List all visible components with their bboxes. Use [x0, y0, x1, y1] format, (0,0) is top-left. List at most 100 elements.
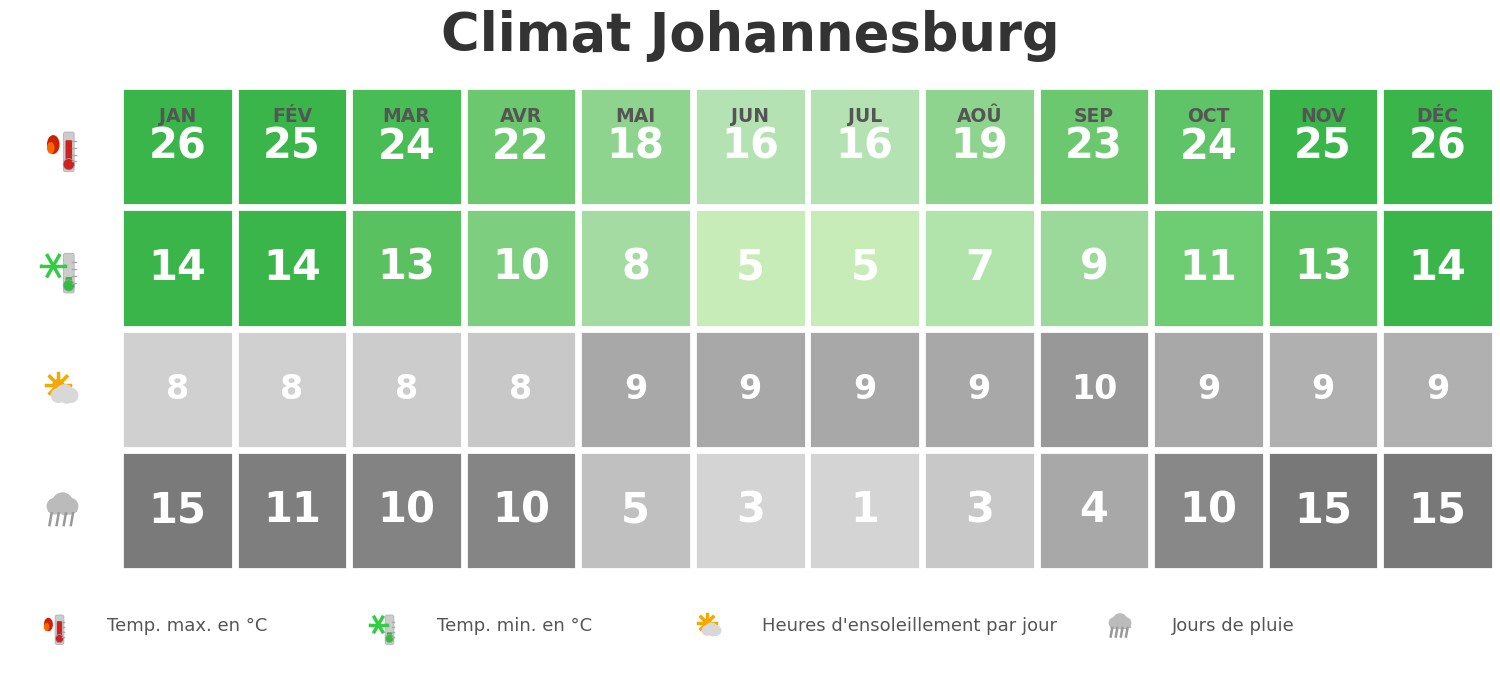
FancyBboxPatch shape [66, 277, 72, 291]
FancyBboxPatch shape [580, 452, 692, 569]
FancyBboxPatch shape [351, 210, 462, 327]
FancyBboxPatch shape [694, 452, 806, 569]
Text: 18: 18 [606, 125, 664, 167]
FancyBboxPatch shape [1154, 330, 1264, 447]
Text: 15: 15 [1408, 490, 1467, 532]
Text: 13: 13 [378, 247, 435, 289]
Text: 16: 16 [836, 125, 894, 167]
FancyBboxPatch shape [1038, 88, 1149, 205]
Text: 19: 19 [951, 125, 1008, 167]
FancyBboxPatch shape [810, 452, 919, 569]
FancyBboxPatch shape [810, 330, 919, 447]
Text: 9: 9 [968, 373, 992, 405]
Text: 26: 26 [148, 125, 206, 167]
Circle shape [702, 625, 712, 636]
Circle shape [374, 631, 375, 633]
Text: 9: 9 [1080, 247, 1108, 289]
Text: 5: 5 [850, 247, 879, 289]
FancyBboxPatch shape [1038, 452, 1149, 569]
FancyBboxPatch shape [1268, 330, 1378, 447]
FancyBboxPatch shape [580, 330, 692, 447]
Circle shape [1108, 617, 1120, 629]
FancyBboxPatch shape [1383, 88, 1492, 205]
FancyBboxPatch shape [1154, 210, 1264, 327]
Text: JAN: JAN [159, 106, 196, 125]
Text: AOÛ: AOÛ [957, 106, 1002, 125]
Text: 26: 26 [1408, 125, 1467, 167]
Text: 5: 5 [736, 247, 765, 289]
FancyBboxPatch shape [1110, 622, 1131, 628]
Text: 14: 14 [148, 247, 206, 289]
Text: Jours de pluie: Jours de pluie [1172, 617, 1294, 635]
FancyBboxPatch shape [387, 632, 392, 643]
Text: 25: 25 [262, 125, 321, 167]
Text: 11: 11 [262, 490, 321, 532]
FancyBboxPatch shape [465, 452, 576, 569]
Circle shape [46, 254, 50, 257]
FancyBboxPatch shape [1268, 88, 1378, 205]
FancyBboxPatch shape [465, 210, 576, 327]
FancyBboxPatch shape [924, 88, 1035, 205]
Ellipse shape [46, 135, 60, 154]
Circle shape [369, 624, 370, 626]
Circle shape [60, 391, 74, 404]
Text: 10: 10 [1179, 490, 1238, 532]
Text: NOV: NOV [1300, 106, 1346, 125]
Circle shape [381, 631, 384, 633]
Text: 10: 10 [492, 247, 550, 289]
Circle shape [63, 159, 75, 170]
Text: 9: 9 [738, 373, 762, 405]
FancyBboxPatch shape [122, 452, 232, 569]
FancyBboxPatch shape [580, 88, 692, 205]
Ellipse shape [44, 622, 50, 631]
Text: 1: 1 [850, 490, 879, 532]
FancyBboxPatch shape [57, 621, 62, 643]
FancyBboxPatch shape [1038, 330, 1149, 447]
Text: AVR: AVR [500, 106, 542, 125]
Circle shape [40, 264, 44, 267]
Circle shape [374, 616, 375, 618]
Circle shape [53, 264, 54, 267]
FancyBboxPatch shape [810, 88, 919, 205]
Circle shape [63, 264, 66, 267]
FancyBboxPatch shape [66, 140, 72, 170]
Text: 7: 7 [964, 247, 994, 289]
FancyBboxPatch shape [465, 88, 576, 205]
Circle shape [57, 254, 60, 257]
Circle shape [63, 280, 75, 291]
FancyBboxPatch shape [351, 88, 462, 205]
Circle shape [386, 635, 393, 643]
Text: 3: 3 [735, 490, 765, 532]
Text: 9: 9 [1197, 373, 1219, 405]
Circle shape [1116, 620, 1126, 630]
Text: 8: 8 [280, 373, 303, 405]
FancyBboxPatch shape [1268, 452, 1378, 569]
FancyBboxPatch shape [1383, 330, 1492, 447]
Text: 9: 9 [624, 373, 648, 405]
FancyBboxPatch shape [237, 210, 346, 327]
Text: 14: 14 [262, 247, 321, 289]
Text: MAR: MAR [382, 106, 430, 125]
Circle shape [53, 379, 64, 391]
Text: 10: 10 [1071, 373, 1118, 405]
Text: JUL: JUL [847, 106, 882, 125]
Text: DÉC: DÉC [1416, 106, 1460, 125]
Text: 4: 4 [1080, 490, 1108, 532]
FancyBboxPatch shape [694, 210, 806, 327]
FancyBboxPatch shape [237, 88, 346, 205]
Circle shape [46, 498, 63, 515]
FancyBboxPatch shape [810, 210, 919, 327]
FancyBboxPatch shape [1154, 452, 1264, 569]
Circle shape [57, 275, 60, 277]
Circle shape [51, 388, 66, 403]
FancyBboxPatch shape [56, 615, 64, 645]
Circle shape [56, 635, 63, 643]
Circle shape [378, 624, 380, 626]
Text: SEP: SEP [1074, 106, 1114, 125]
Circle shape [381, 616, 384, 618]
Circle shape [53, 492, 74, 513]
Circle shape [705, 622, 718, 635]
Text: 8: 8 [394, 373, 418, 405]
Circle shape [1113, 613, 1128, 628]
Text: 9: 9 [853, 373, 876, 405]
